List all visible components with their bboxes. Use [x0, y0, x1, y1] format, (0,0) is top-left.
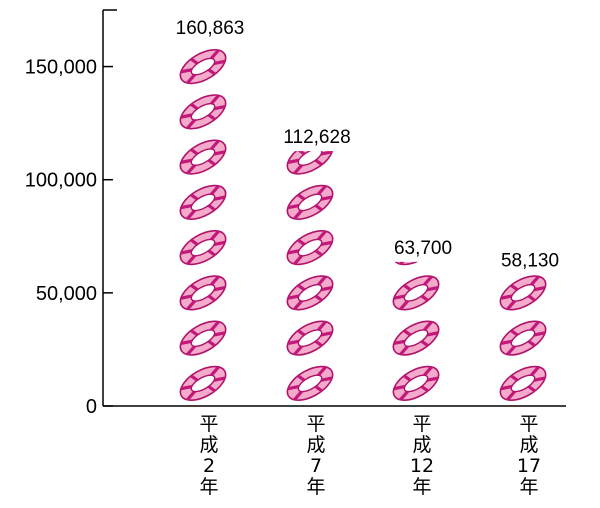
y-tick-label: 150,000 [25, 57, 97, 79]
swim-ring-icon [391, 364, 441, 403]
data-label: 58,130 [501, 250, 559, 271]
y-tick-label: 0 [86, 396, 97, 418]
swim-ring-icon [178, 92, 228, 131]
swim-ring-icon [285, 273, 335, 313]
swim-ring-icon [285, 228, 335, 267]
category-label-char: 7 [310, 455, 322, 477]
swim-ring-icon [285, 364, 335, 403]
swim-ring-icon [178, 228, 228, 267]
category-label-char: 17 [517, 455, 541, 477]
icon-column [285, 151, 335, 403]
category-label-char: 年 [199, 476, 218, 498]
swim-ring-icon [391, 318, 441, 358]
data-labels: 160,863 112,628 63,700 58,130 [176, 18, 559, 271]
data-label: 160,863 [176, 18, 245, 39]
category-label-char: 2 [203, 455, 215, 477]
icon-column [498, 274, 548, 403]
swim-ring-icon [498, 274, 548, 313]
swim-ring-icon [391, 273, 441, 313]
icon-columns [178, 47, 548, 403]
category-label-char: 成 [306, 434, 325, 456]
icon-column [391, 261, 441, 403]
category-label-char: 成 [199, 434, 218, 456]
swim-ring-icon [178, 364, 228, 403]
swim-ring-icon [178, 183, 228, 222]
swim-ring-icon [392, 261, 440, 267]
swim-ring-icon [285, 183, 335, 222]
category-label-char: 年 [519, 476, 538, 498]
y-axis: 0 50,000 100,000 150,000 [25, 9, 566, 418]
category-label-char: 平 [306, 413, 325, 435]
category-label-char: 成 [412, 434, 431, 456]
swim-ring-icon [285, 151, 335, 177]
swim-ring-icon [178, 318, 228, 358]
category-label-char: 年 [306, 476, 325, 498]
category-label-char: 平 [199, 413, 218, 435]
data-label: 63,700 [394, 238, 452, 259]
swim-ring-icon [285, 318, 335, 358]
y-tick-label: 100,000 [25, 170, 97, 192]
y-tick-label: 50,000 [36, 283, 97, 305]
category-label-char: 平 [519, 413, 538, 435]
swim-ring-icon [178, 47, 228, 86]
swim-ring-icon [498, 364, 548, 403]
category-label-char: 12 [410, 455, 434, 477]
swim-ring-icon [178, 273, 228, 313]
swim-ring-icon [178, 137, 228, 177]
category-label-char: 成 [519, 434, 538, 456]
icon-column [178, 47, 228, 403]
swim-ring-icon [498, 318, 548, 358]
category-label-char: 平 [412, 413, 431, 435]
category-label-char: 年 [412, 476, 431, 498]
data-label: 112,628 [283, 127, 350, 148]
